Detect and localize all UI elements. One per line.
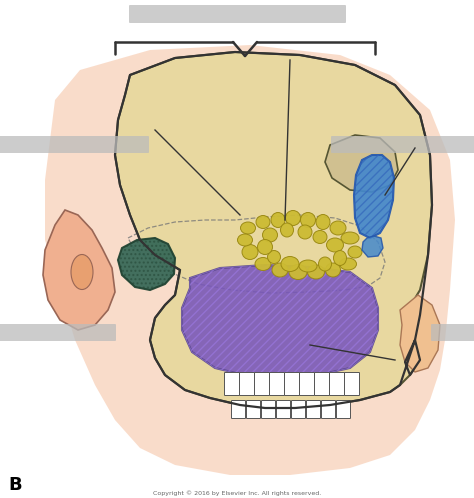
Ellipse shape [339,258,356,270]
Ellipse shape [272,263,288,277]
FancyBboxPatch shape [276,400,291,418]
FancyBboxPatch shape [239,373,255,395]
Text: B: B [8,476,22,494]
Ellipse shape [341,232,359,244]
Polygon shape [325,135,398,192]
Ellipse shape [263,228,277,242]
FancyBboxPatch shape [431,324,474,341]
Polygon shape [362,236,383,257]
Polygon shape [354,155,394,238]
FancyBboxPatch shape [0,324,116,341]
FancyBboxPatch shape [345,373,359,395]
Polygon shape [45,45,455,475]
FancyBboxPatch shape [315,373,329,395]
Text: Copyright © 2016 by Elsevier Inc. All rights reserved.: Copyright © 2016 by Elsevier Inc. All ri… [153,491,321,496]
Polygon shape [43,210,115,330]
FancyBboxPatch shape [300,373,315,395]
Ellipse shape [334,250,346,265]
FancyBboxPatch shape [225,373,239,395]
Ellipse shape [326,263,340,277]
FancyBboxPatch shape [270,373,284,395]
Ellipse shape [308,265,325,279]
Ellipse shape [237,234,253,246]
FancyBboxPatch shape [262,400,275,418]
Ellipse shape [313,231,327,244]
Ellipse shape [242,245,258,259]
FancyBboxPatch shape [307,400,320,418]
FancyBboxPatch shape [129,5,346,23]
Ellipse shape [299,260,317,272]
Ellipse shape [281,256,299,271]
FancyBboxPatch shape [255,373,270,395]
Polygon shape [182,265,378,378]
Ellipse shape [327,238,344,252]
Ellipse shape [348,246,362,258]
FancyBboxPatch shape [246,400,261,418]
Ellipse shape [319,257,331,271]
Ellipse shape [71,254,93,289]
Ellipse shape [267,250,281,263]
FancyBboxPatch shape [292,400,306,418]
Ellipse shape [255,257,271,270]
Ellipse shape [285,211,301,226]
FancyBboxPatch shape [329,373,345,395]
Ellipse shape [256,216,270,229]
Ellipse shape [257,240,273,254]
Ellipse shape [316,215,330,230]
Ellipse shape [289,264,307,279]
Ellipse shape [301,213,316,228]
Ellipse shape [330,221,346,235]
FancyBboxPatch shape [284,373,300,395]
Ellipse shape [298,225,312,239]
FancyBboxPatch shape [331,136,474,153]
FancyBboxPatch shape [321,400,336,418]
Ellipse shape [281,223,293,237]
FancyBboxPatch shape [231,400,246,418]
Polygon shape [118,238,175,290]
Ellipse shape [271,213,285,228]
FancyBboxPatch shape [337,400,350,418]
FancyBboxPatch shape [0,136,149,153]
Polygon shape [115,52,432,408]
Ellipse shape [240,222,255,234]
Polygon shape [400,295,440,372]
